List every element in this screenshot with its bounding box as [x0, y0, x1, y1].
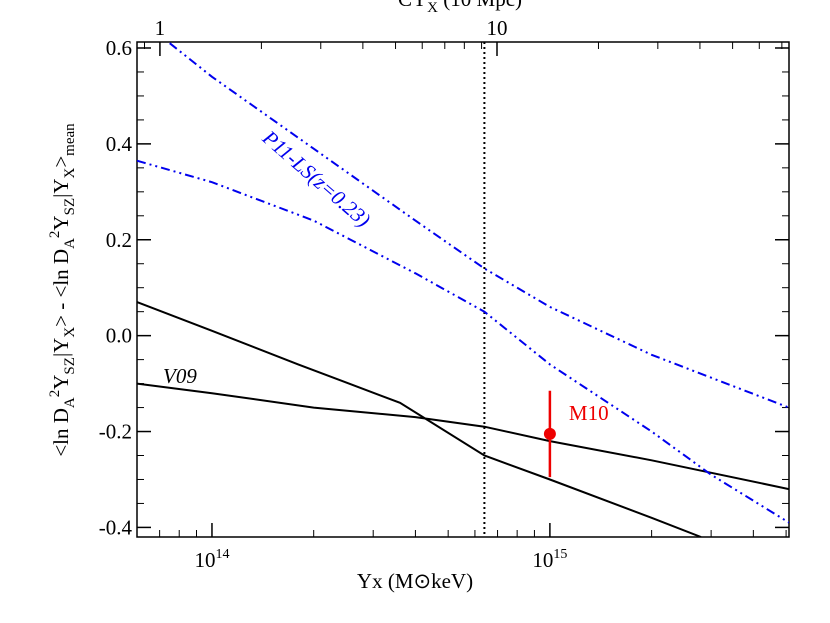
point-label: M10: [569, 401, 609, 425]
plot-frame: [136, 41, 790, 538]
x2-axis-label-part: X: [427, 0, 438, 16]
x-tick-label: 1015: [532, 547, 567, 572]
x2-axis-label-part: (10: [438, 0, 471, 11]
x-tick-base: 10: [532, 548, 553, 572]
y-axis-label: <ln DA2YSZ|YX> - <ln DA2YSZ|YX>mean: [47, 123, 78, 457]
line-series: [137, 301, 702, 537]
line-series: [137, 382, 789, 491]
y-axis-label-part: X: [62, 327, 78, 338]
plot-area: [137, 42, 789, 537]
data-point: [543, 427, 556, 440]
y-axis-label-part: SZ: [62, 357, 78, 375]
x2-axis-label-part: CY: [398, 0, 427, 11]
y-axis-label-part: > - <ln D: [49, 249, 73, 327]
annotation: V09: [163, 364, 197, 388]
y-axis-label-part: <ln D: [49, 408, 73, 457]
y-axis-label-part: 2: [47, 390, 63, 398]
y-tick-label: -0.2: [99, 420, 132, 444]
x2-tick-label: 1: [155, 16, 166, 40]
y-axis-label-part: |Y: [49, 338, 73, 357]
y-axis-label-part: SZ: [62, 198, 78, 216]
line-series: [137, 159, 789, 524]
y-axis-label-part: Y: [49, 215, 73, 230]
y-axis-label-part: |Y: [49, 178, 73, 197]
y-axis-label-part: A: [62, 238, 78, 249]
x2-tick-label: 10: [487, 16, 508, 40]
x2-axis-label: CYX (10 Mpc): [398, 0, 522, 16]
y-tick-label: 0.4: [106, 132, 133, 156]
y-axis-label-part: X: [62, 167, 78, 178]
x-axis-label: Yx (M⊙keV): [357, 569, 473, 593]
x-tick-exp: 14: [215, 547, 229, 562]
y-axis-label-part: mean: [62, 123, 78, 156]
y-axis-label-part: >: [49, 156, 73, 168]
y-axis-label-part: A: [62, 397, 78, 408]
x2-axis-label-part: Mpc: [471, 0, 515, 11]
y-axis-label-part: 2: [47, 231, 63, 239]
x-tick-label: 1014: [194, 547, 229, 572]
y-tick-label: 0.0: [106, 324, 132, 348]
annotation: P11-LS(z=0.23): [257, 125, 375, 232]
y-axis-label-part: Y: [49, 375, 73, 390]
x2-axis-label-part: ): [515, 0, 522, 11]
line-series: [169, 42, 789, 409]
x-tick-base: 10: [194, 548, 215, 572]
y-tick-label: 0.2: [106, 228, 132, 252]
x-tick-exp: 15: [553, 547, 567, 562]
y-tick-label: 0.6: [106, 36, 132, 60]
y-tick-label: -0.4: [99, 515, 133, 539]
